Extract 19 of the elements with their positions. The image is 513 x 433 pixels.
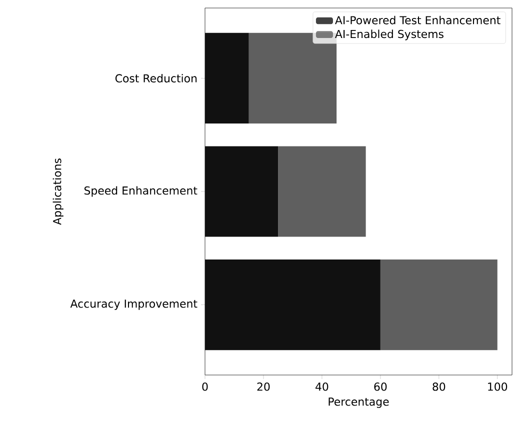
legend-label: AI-Powered Test Enhancement: [335, 16, 500, 24]
bar: [278, 146, 366, 237]
bar: [205, 259, 380, 350]
y-tick-label: Cost Reduction: [115, 74, 197, 82]
legend-label: AI-Enabled Systems: [335, 30, 444, 40]
y-tick-label: Speed Enhancement: [84, 186, 198, 197]
y-tick-label: Accuracy Improvement: [70, 300, 198, 310]
bar: [380, 259, 498, 350]
x-tick-label: 80: [432, 382, 446, 391]
bar: [205, 146, 278, 237]
bar: [248, 32, 337, 124]
x-tick-label: 100: [488, 382, 508, 391]
bar: [205, 32, 249, 124]
x-axis-title: Percentage: [328, 398, 389, 408]
x-tick-label: 0: [202, 382, 208, 391]
x-tick-label: 20: [257, 382, 270, 391]
x-tick-label: 40: [316, 382, 328, 391]
x-tick-label: 60: [374, 382, 387, 391]
y-axis-title: Applications: [52, 158, 64, 225]
